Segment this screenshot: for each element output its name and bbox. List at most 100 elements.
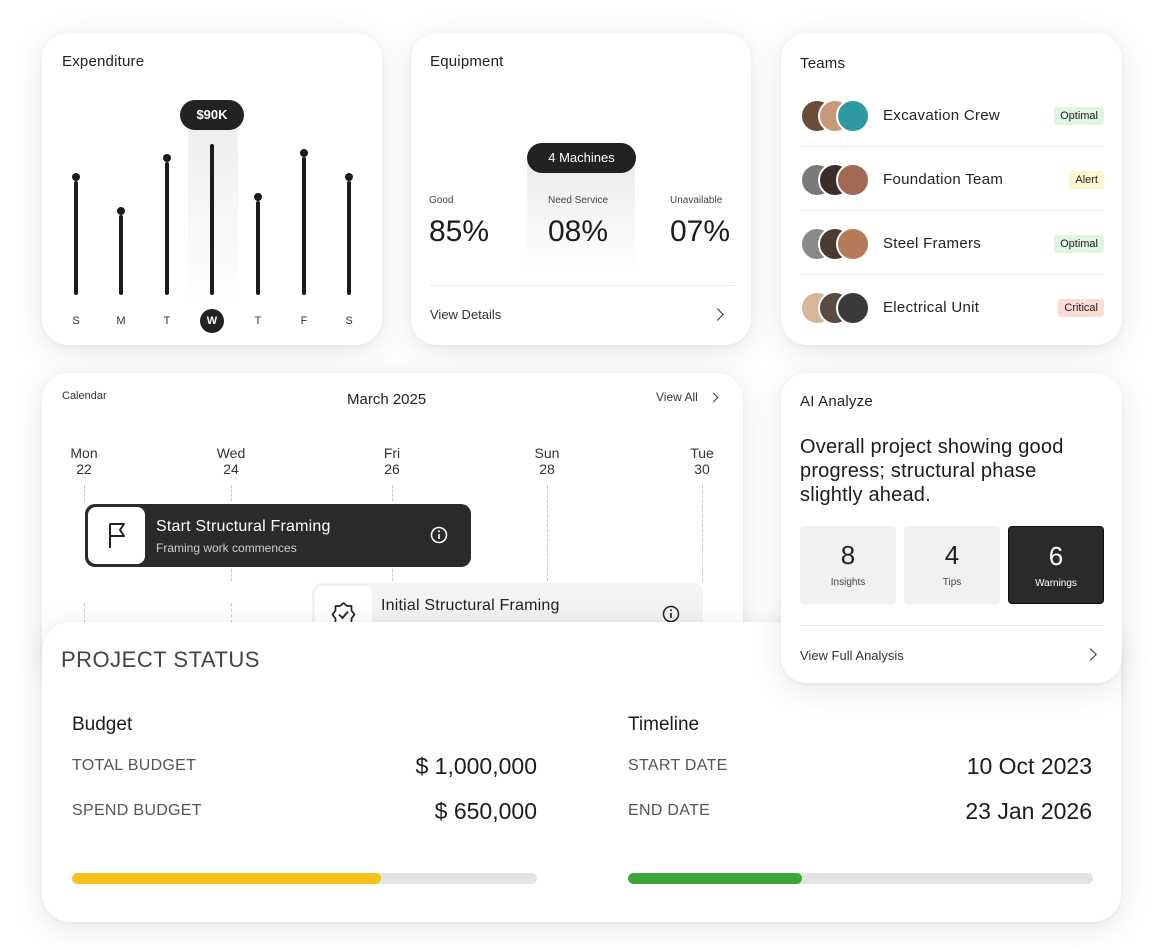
equipment-divider [430,285,735,286]
divider [800,274,1104,275]
team-name: Excavation Crew [883,107,1001,124]
team-row-steel[interactable]: Steel Framers Optimal [800,211,1104,275]
event-title: Start Structural Framing [156,518,331,535]
expenditure-bar [74,181,78,295]
calendar-day-mon[interactable]: Mon 22 [54,445,114,477]
calendar-event-start-framing[interactable]: Start Structural Framing Framing work co… [85,504,471,567]
avatar [836,291,870,325]
expenditure-title: Expenditure [62,53,145,70]
expenditure-day-tue[interactable]: T [163,315,171,327]
avatar [836,99,870,133]
calendar-date: 30 [694,461,710,477]
expenditure-day-fri[interactable]: F [300,315,308,327]
expenditure-bar [119,215,123,295]
team-name: Steel Framers [883,235,982,252]
expenditure-day-sun[interactable]: S [72,315,80,327]
team-avatars [800,99,870,133]
equipment-unavailable-label: Unavailable [670,195,723,206]
calendar-gridline [702,485,703,581]
calendar-day-wed[interactable]: Wed 24 [201,445,261,477]
team-row-excavation[interactable]: Excavation Crew Optimal [800,83,1104,147]
equipment-machines-pill: 4 Machines [527,143,636,173]
team-row-electrical[interactable]: Electrical Unit Critical [800,275,1104,339]
calendar-month: March 2025 [347,391,427,408]
calendar-view-all-link[interactable]: View All [656,390,698,404]
start-date-label: START DATE [628,757,728,774]
expenditure-bar [302,157,306,295]
calendar-gridline [84,485,85,501]
calendar-gridline [231,569,232,581]
chevron-right-icon[interactable] [1084,648,1097,661]
calendar-date: 26 [384,461,400,477]
ai-warnings-tile[interactable]: 6 Warnings [1008,526,1104,604]
project-status-card: PROJECT STATUS Budget TOTAL BUDGET $ 1,0… [42,622,1121,922]
ai-divider [800,625,1104,626]
expenditure-day-mon[interactable]: M [116,315,126,327]
ai-view-full-analysis-link[interactable]: View Full Analysis [800,648,904,663]
status-badge: Critical [1058,299,1104,317]
avatar [836,163,870,197]
info-icon[interactable] [662,605,680,623]
end-date-value: 23 Jan 2026 [965,798,1092,824]
equipment-view-details-link[interactable]: View Details [430,307,502,322]
start-date-value: 10 Oct 2023 [966,753,1092,779]
team-name: Electrical Unit [883,299,980,316]
event-title: Initial Structural Framing [381,597,560,614]
calendar-day-fri[interactable]: Fri 26 [362,445,422,477]
calendar-gridline [392,485,393,501]
calendar-label: Calendar [62,390,107,402]
expenditure-card: Expenditure $90K S M T W T F S [42,33,382,345]
event-subtitle: Framing work commences [156,541,297,555]
ai-tips-label: Tips [942,577,962,588]
expenditure-bar [165,162,169,295]
expenditure-bar [347,181,351,295]
calendar-date: 28 [539,461,555,477]
chevron-right-icon[interactable] [708,392,719,403]
ai-analyze-title: AI Analyze [800,393,873,410]
timeline-heading: Timeline [628,714,700,735]
equipment-card: Equipment 4 Machines Good 85% Need Servi… [411,33,751,345]
calendar-gridline [231,485,232,501]
team-row-foundation[interactable]: Foundation Team Alert [800,147,1104,211]
info-icon[interactable] [430,526,448,544]
project-status-title: PROJECT STATUS [61,647,260,672]
expenditure-day-wed[interactable]: W [200,309,224,333]
calendar-gridline [84,603,85,623]
calendar-day-sun[interactable]: Sun 28 [517,445,577,477]
ai-warnings-label: Warnings [1035,578,1077,589]
equipment-highlight-column [527,161,635,271]
status-badge: Alert [1069,171,1104,189]
expenditure-bar [256,201,260,295]
equipment-unavailable-value: 07% [670,215,731,248]
expenditure-day-thu[interactable]: T [254,315,262,327]
ai-insights-count: 8 [840,540,856,570]
equipment-service-label: Need Service [548,195,609,206]
status-badge: Optimal [1054,235,1104,253]
expenditure-bar-dot [72,173,80,181]
ai-insights-tile[interactable]: 8 Insights [800,526,896,604]
avatar [836,227,870,261]
timeline-progress-bar [628,873,1093,884]
total-budget-label: TOTAL BUDGET [72,757,197,774]
timeline-progress-fill [628,873,803,884]
ai-summary: Overall project showing good progress; s… [800,436,1064,506]
expenditure-day-sat[interactable]: S [345,315,353,327]
team-name: Foundation Team [883,171,1004,188]
chevron-right-icon[interactable] [711,308,724,321]
equipment-good-value: 85% [429,215,490,248]
calendar-gridline [231,603,232,623]
ai-tips-tile[interactable]: 4 Tips [904,526,1000,604]
total-budget-value: $ 1,000,000 [415,753,537,779]
budget-progress-bar [72,873,537,884]
divider [800,210,1104,211]
calendar-weekday: Tue [690,445,714,461]
equipment-title: Equipment [430,53,504,70]
calendar-weekday: Sun [534,445,560,461]
team-avatars [800,163,870,197]
ai-warnings-count: 6 [1048,541,1064,571]
equipment-service-value: 08% [548,215,609,248]
calendar-gridline [392,569,393,581]
calendar-day-tue[interactable]: Tue 30 [672,445,732,477]
calendar-weekday: Mon [70,445,98,461]
teams-title: Teams [800,55,846,72]
